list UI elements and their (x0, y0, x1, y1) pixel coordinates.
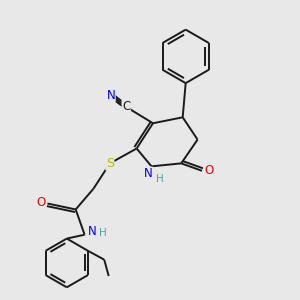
Text: O: O (204, 164, 213, 177)
Text: N: N (88, 225, 96, 238)
Text: N: N (106, 88, 115, 101)
Text: N: N (144, 167, 153, 180)
Text: H: H (156, 174, 164, 184)
Text: O: O (36, 196, 46, 208)
Text: H: H (99, 228, 106, 238)
Text: S: S (106, 157, 114, 170)
Text: C: C (122, 100, 130, 113)
